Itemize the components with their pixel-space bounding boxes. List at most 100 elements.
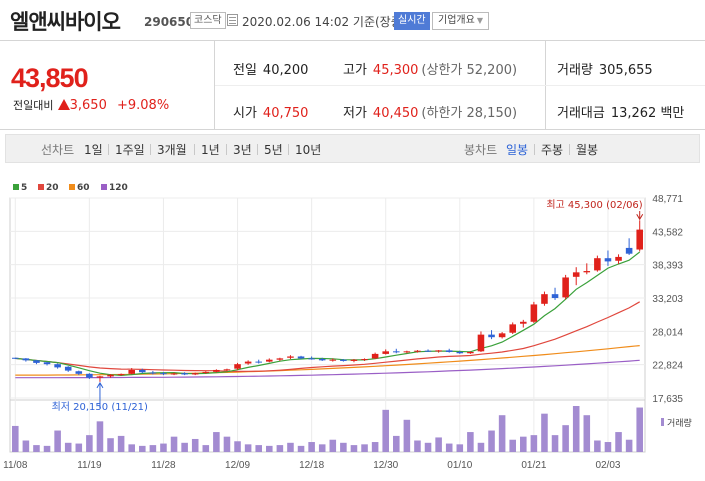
market-badge: 코스닥 — [190, 12, 226, 29]
volume-bar — [329, 439, 337, 452]
volume-bar — [181, 442, 188, 452]
volume-bar — [551, 435, 559, 452]
candle-body — [160, 373, 167, 375]
volume-bar — [594, 440, 601, 452]
open-label: 시가 — [233, 106, 257, 121]
ma5-line — [15, 251, 641, 377]
candle-body — [509, 324, 516, 333]
volume-bar — [266, 445, 273, 452]
legend-swatch — [13, 184, 19, 190]
candle-body — [456, 351, 464, 354]
candle-body — [424, 350, 432, 352]
high-label: 고가 — [343, 63, 367, 78]
amount-value: 13,262 백만 — [610, 106, 685, 121]
low-arrow-head — [96, 381, 104, 389]
volume-bar — [371, 442, 379, 452]
divider — [534, 144, 535, 155]
period-1w[interactable]: 1주일 — [115, 143, 145, 157]
low-price: 저가 40,450 (하한가 28,150) — [343, 102, 517, 121]
company-overview-button[interactable]: 기업개요 ▼ — [432, 12, 489, 30]
volume-bar — [477, 442, 485, 452]
candle-body — [33, 360, 40, 363]
legend-ma5: 5 — [13, 183, 27, 193]
change-percent: +9.08% — [116, 98, 170, 113]
volume-bar — [403, 419, 411, 452]
candle-body — [594, 258, 601, 271]
volume-bar — [361, 444, 368, 452]
high-price: 고가 45,300 (상한가 52,200) — [343, 59, 517, 78]
realtime-button[interactable]: 실시간 — [394, 12, 430, 30]
candle-body — [266, 359, 273, 362]
period-1y[interactable]: 1년 — [201, 143, 220, 157]
y-tick-label: 33,203 — [652, 294, 683, 305]
volume-bar — [583, 415, 591, 452]
candle-body — [625, 247, 633, 254]
low-label: 저가 — [343, 106, 367, 121]
volume-bar — [604, 442, 612, 452]
period-5y[interactable]: 5년 — [264, 143, 283, 157]
volume-bar — [64, 442, 72, 452]
candle-body — [636, 229, 643, 250]
open-value: 40,750 — [262, 106, 309, 121]
period-1d[interactable]: 1일 — [84, 143, 103, 157]
period-3y[interactable]: 3년 — [233, 143, 252, 157]
candle-daily[interactable]: 일봉 — [506, 143, 529, 157]
ma60-line — [15, 345, 640, 376]
volume-bar — [117, 435, 125, 452]
candle-body — [12, 357, 19, 359]
y-tick-label: 48,771 — [652, 194, 683, 205]
volume-bar — [350, 445, 358, 452]
volume-bar — [520, 436, 527, 452]
period-10y[interactable]: 10년 — [295, 143, 322, 157]
candle-body — [128, 369, 135, 374]
candle-body — [477, 334, 485, 352]
stock-name: 엘앤씨바이오 — [10, 10, 121, 34]
candle-body — [562, 277, 569, 298]
candle-body — [329, 359, 337, 361]
volume-bar — [128, 444, 135, 452]
low-value: 40,450 — [372, 106, 419, 121]
candle-weekly[interactable]: 주봉 — [541, 143, 564, 157]
x-tick-label: 11/08 — [3, 460, 28, 471]
volume-bar — [170, 436, 178, 452]
volume-bar — [467, 432, 474, 452]
candle-body — [287, 356, 294, 358]
y-tick-label: 17,635 — [652, 394, 683, 405]
quote-summary: 43,850 전일대비 3,650 +9.08% 전일 40,200 고가 45,3… — [0, 40, 705, 130]
line-chart-label: 선차트 — [41, 143, 75, 157]
stock-header: 엘앤씨바이오 290650 코스닥 2020.02.06 14:02 기준(장중… — [0, 0, 705, 40]
volume-bar — [223, 436, 231, 452]
volume-bar — [255, 445, 262, 452]
legend-label: 5 — [21, 183, 28, 193]
volume-bar — [43, 445, 51, 452]
legend-swatch — [101, 184, 107, 190]
candle-body — [308, 358, 315, 360]
period-3m[interactable]: 3개월 — [157, 143, 187, 157]
volume-bar — [297, 445, 305, 452]
volume-bar — [488, 430, 495, 452]
candle-body — [22, 358, 30, 361]
company-overview-label: 기업개요 — [438, 15, 475, 26]
candle-body — [350, 359, 358, 361]
divider — [108, 144, 109, 155]
volume-bar — [160, 443, 167, 452]
change-amount: 3,650 — [69, 98, 107, 113]
volume-bar — [615, 432, 622, 452]
volume-bar — [213, 432, 220, 452]
candle-body — [467, 351, 474, 354]
volume-bar — [509, 439, 516, 452]
x-tick-label: 01/21 — [521, 460, 546, 471]
legend-label: 120 — [109, 183, 128, 193]
candle-monthly[interactable]: 월봉 — [576, 143, 599, 157]
upper-limit: (상한가 52,200) — [421, 63, 518, 78]
candle-body — [86, 373, 93, 378]
volume-bar — [33, 445, 40, 452]
volume-bar — [498, 415, 506, 452]
chevron-down-icon: ▼ — [476, 16, 483, 25]
price-chart[interactable]: 5 20 60 120 48,771 43,582 38,393 33,203 28,0… — [0, 176, 705, 481]
legend-ma120: 120 — [101, 183, 128, 193]
legend-swatch — [38, 184, 44, 190]
candle-body — [445, 350, 453, 352]
legend-ma20: 20 — [38, 183, 59, 193]
volume-bar — [12, 425, 19, 452]
